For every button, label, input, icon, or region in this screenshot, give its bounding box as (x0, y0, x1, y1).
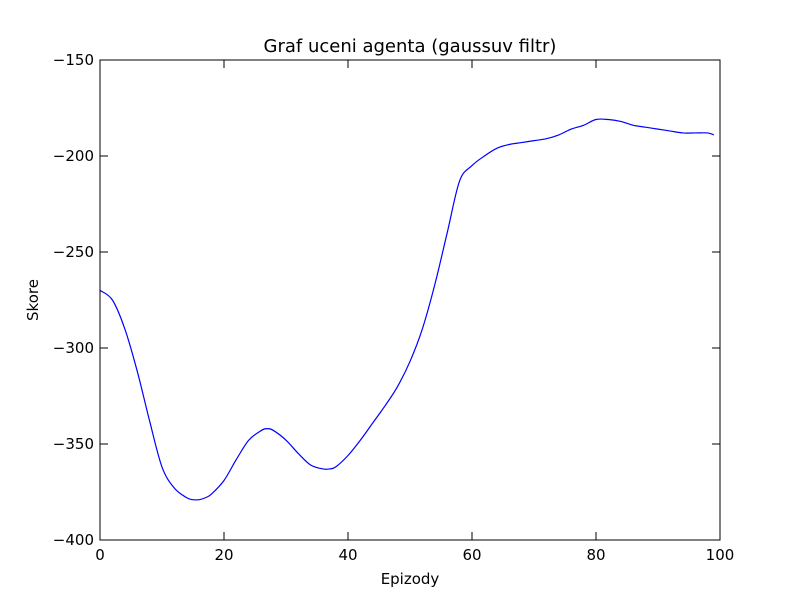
x-axis-label: Epizody (381, 570, 440, 588)
y-tick-label: −250 (53, 243, 94, 261)
y-tick-label: −150 (53, 51, 94, 69)
x-tick-label: 60 (462, 546, 481, 564)
y-tick-label: −300 (53, 339, 94, 357)
x-tick-label: 40 (338, 546, 357, 564)
x-tick-label: 80 (586, 546, 605, 564)
y-tick-label: −200 (53, 147, 94, 165)
x-tick-label: 20 (214, 546, 233, 564)
y-tick-label: −400 (53, 531, 94, 549)
axis-ticks: 0 20 40 60 80 100 −150 −200 −250 −300 −350 −400 (53, 51, 735, 564)
y-axis-label: Skore (24, 279, 42, 321)
y-tick-label: −350 (53, 435, 94, 453)
chart-title: Graf uceni agenta (gaussuv filtr) (264, 36, 557, 57)
plot-frame (99, 59, 721, 541)
x-tick-label: 100 (706, 546, 735, 564)
plot-area (100, 60, 720, 540)
x-tick-label: 0 (95, 546, 105, 564)
series-line-0 (99, 118, 715, 501)
data-series-group (99, 118, 715, 501)
